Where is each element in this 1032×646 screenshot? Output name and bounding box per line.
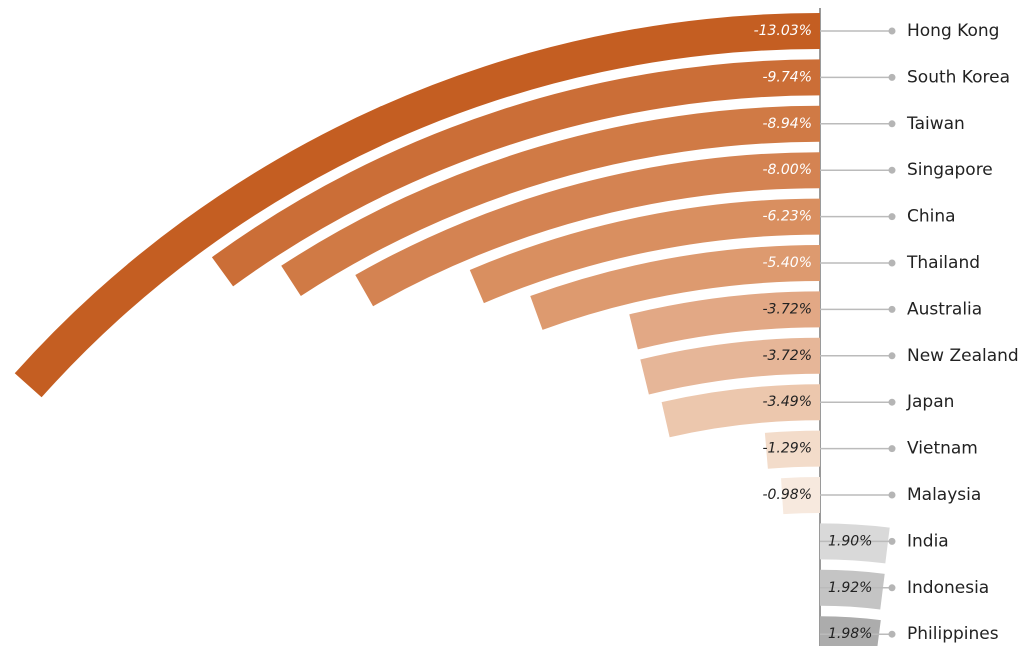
connector-dot [888,445,896,453]
value-label: -5.40% [762,255,812,271]
bar [820,616,881,646]
value-label: -3.49% [762,394,812,410]
bar [281,105,821,296]
bar [469,198,820,304]
connector-dot [888,120,896,128]
connector-dot [888,352,896,360]
bar [781,477,820,515]
category-label: Philippines [907,624,999,644]
value-label: -3.72% [762,301,812,317]
connector-dot [888,398,896,406]
value-label: -6.23% [762,209,812,225]
category-label: Vietnam [907,439,978,459]
bar [14,13,820,398]
connector-dot [888,537,896,545]
category-label: Japan [906,392,954,412]
value-label: 1.92% [828,580,872,596]
connector-dot [888,584,896,592]
category-label: Thailand [906,253,980,273]
bar [820,523,890,564]
category-label: Singapore [907,160,993,180]
category-label: South Korea [907,67,1010,87]
connector-dot [888,491,896,499]
connector-dot [888,73,896,81]
connector-dot [888,27,896,35]
value-label: -3.72% [762,348,812,364]
bar [530,245,820,330]
bar [355,152,820,307]
bar [640,337,820,395]
category-label: Indonesia [907,578,989,598]
connector-dot [888,213,896,221]
bar [661,384,820,438]
value-label: 1.90% [828,533,872,549]
connector-dot [888,305,896,313]
connector-dot [888,259,896,267]
category-label: Malaysia [907,485,981,505]
category-label: Australia [907,299,982,319]
value-label: -9.74% [762,69,812,85]
bar [820,569,885,610]
connector-dot [888,630,896,638]
bar [211,59,820,287]
category-label: China [907,207,956,227]
category-label: Hong Kong [907,21,999,41]
category-label: New Zealand [907,346,1019,366]
value-label: -0.98% [762,487,812,503]
bar [629,291,820,350]
connector-dot [888,166,896,174]
value-label: -8.00% [762,162,812,178]
bar [764,430,820,469]
category-label: India [907,531,949,551]
value-label: -8.94% [762,116,812,132]
value-label: 1.98% [828,626,872,642]
category-label: Taiwan [906,114,965,134]
value-label: -1.29% [762,441,812,457]
value-label: -13.03% [754,23,812,39]
